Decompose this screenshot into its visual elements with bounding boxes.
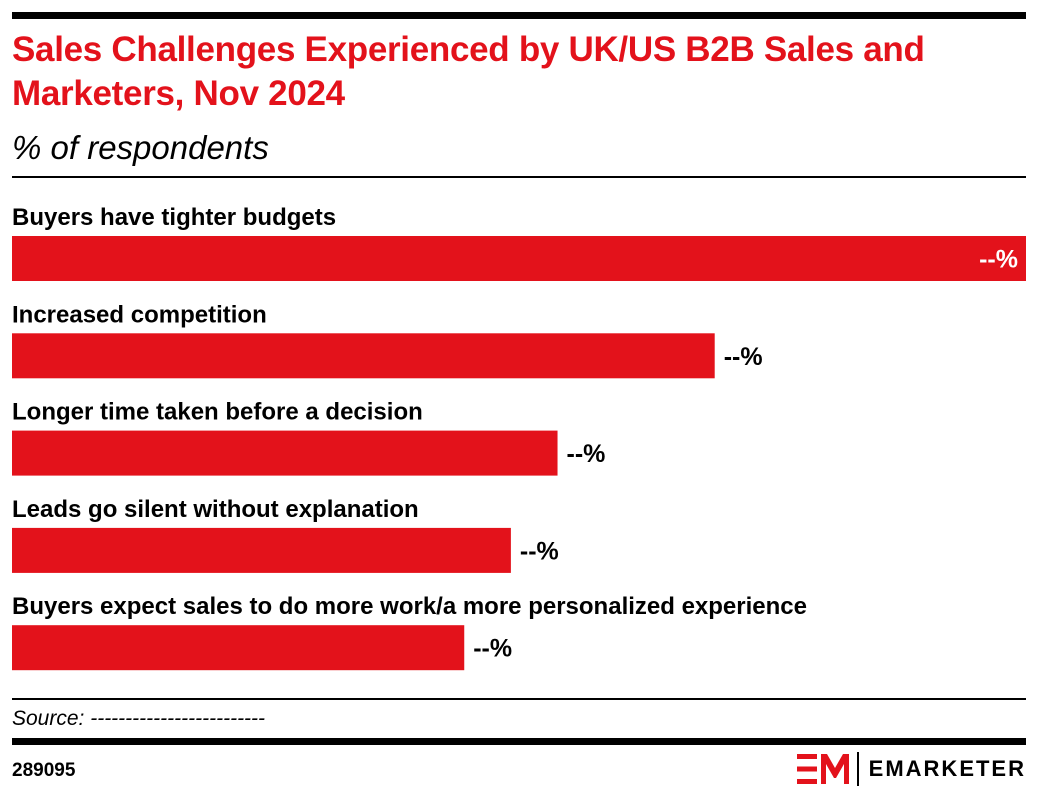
bar [12,236,1026,281]
value-label: --% [724,343,763,371]
bottom-rule [12,738,1026,745]
bar [12,527,511,573]
logo-divider [856,752,859,786]
value-label: --% [473,635,512,663]
em-logo-icon [796,754,849,784]
chart-id: 289095 [12,760,76,781]
value-label: --% [567,440,606,468]
bar [12,333,715,379]
chart-title: Sales Challenges Experienced by UK/US B2… [12,30,925,113]
category-label: Longer time taken before a decision [12,399,423,426]
bar [12,430,558,476]
footer-divider [12,698,1026,700]
value-label: --% [979,246,1018,274]
chart-subtitle: % of respondents [12,129,269,166]
category-label: Increased competition [12,301,267,328]
header-divider [12,176,1026,178]
category-label: Leads go silent without explanation [12,496,419,523]
brand-name: EMARKETER [868,756,1026,781]
value-label: --% [520,537,559,565]
bar [12,625,465,671]
emarketer-logo: EMARKETER [796,752,1026,786]
top-rule [12,12,1026,19]
source-note: Source: ------------------------- [12,707,266,730]
category-label: Buyers have tighter budgets [12,204,336,231]
category-label: Buyers expect sales to do more work/a mo… [12,593,807,620]
